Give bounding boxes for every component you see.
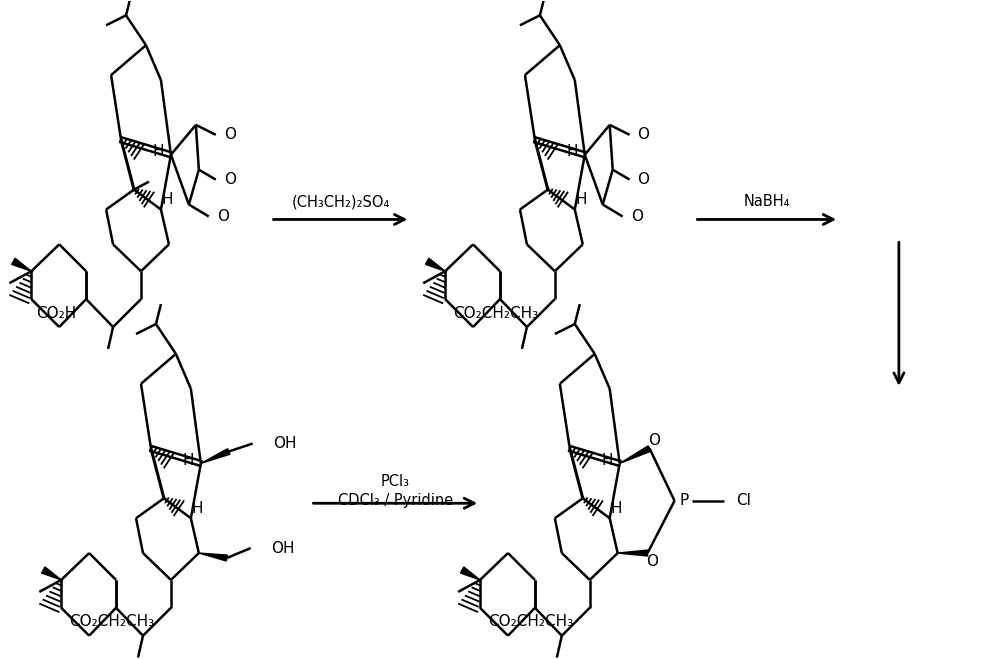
Text: O: O — [638, 172, 650, 187]
Text: CO₂CH₂CH₃: CO₂CH₂CH₃ — [69, 614, 154, 629]
Text: O: O — [631, 209, 643, 224]
Text: H: H — [611, 501, 622, 516]
Text: CO₂CH₂CH₃: CO₂CH₂CH₃ — [488, 614, 573, 629]
Polygon shape — [460, 567, 480, 580]
Text: O: O — [224, 172, 236, 187]
Polygon shape — [426, 258, 445, 272]
Polygon shape — [201, 449, 230, 463]
Text: CO₂H: CO₂H — [36, 306, 77, 320]
Text: PCl₃: PCl₃ — [381, 474, 410, 489]
Text: H: H — [183, 453, 194, 468]
Text: CDCl₃ / Pyridine: CDCl₃ / Pyridine — [338, 493, 453, 508]
Text: H: H — [162, 192, 173, 207]
Text: OH: OH — [271, 540, 294, 556]
Text: H: H — [192, 501, 203, 516]
Text: CO₂CH₂CH₃: CO₂CH₂CH₃ — [453, 306, 538, 320]
Text: H: H — [153, 144, 164, 159]
Text: (CH₃CH₂)₂SO₄: (CH₃CH₂)₂SO₄ — [291, 194, 390, 209]
Text: H: H — [576, 192, 587, 207]
Text: Cl: Cl — [736, 494, 751, 508]
Text: NaBH₄: NaBH₄ — [744, 194, 790, 209]
Polygon shape — [42, 567, 61, 580]
Polygon shape — [620, 446, 651, 463]
Text: OH: OH — [273, 436, 296, 451]
Text: H: H — [567, 144, 578, 159]
Text: O: O — [647, 554, 659, 569]
Polygon shape — [199, 553, 227, 561]
Text: P: P — [680, 494, 689, 508]
Text: O: O — [224, 127, 236, 142]
Text: H: H — [602, 453, 613, 468]
Polygon shape — [618, 550, 648, 556]
Text: O: O — [217, 209, 229, 224]
Polygon shape — [12, 258, 31, 272]
Text: O: O — [649, 433, 661, 448]
Text: O: O — [638, 127, 650, 142]
